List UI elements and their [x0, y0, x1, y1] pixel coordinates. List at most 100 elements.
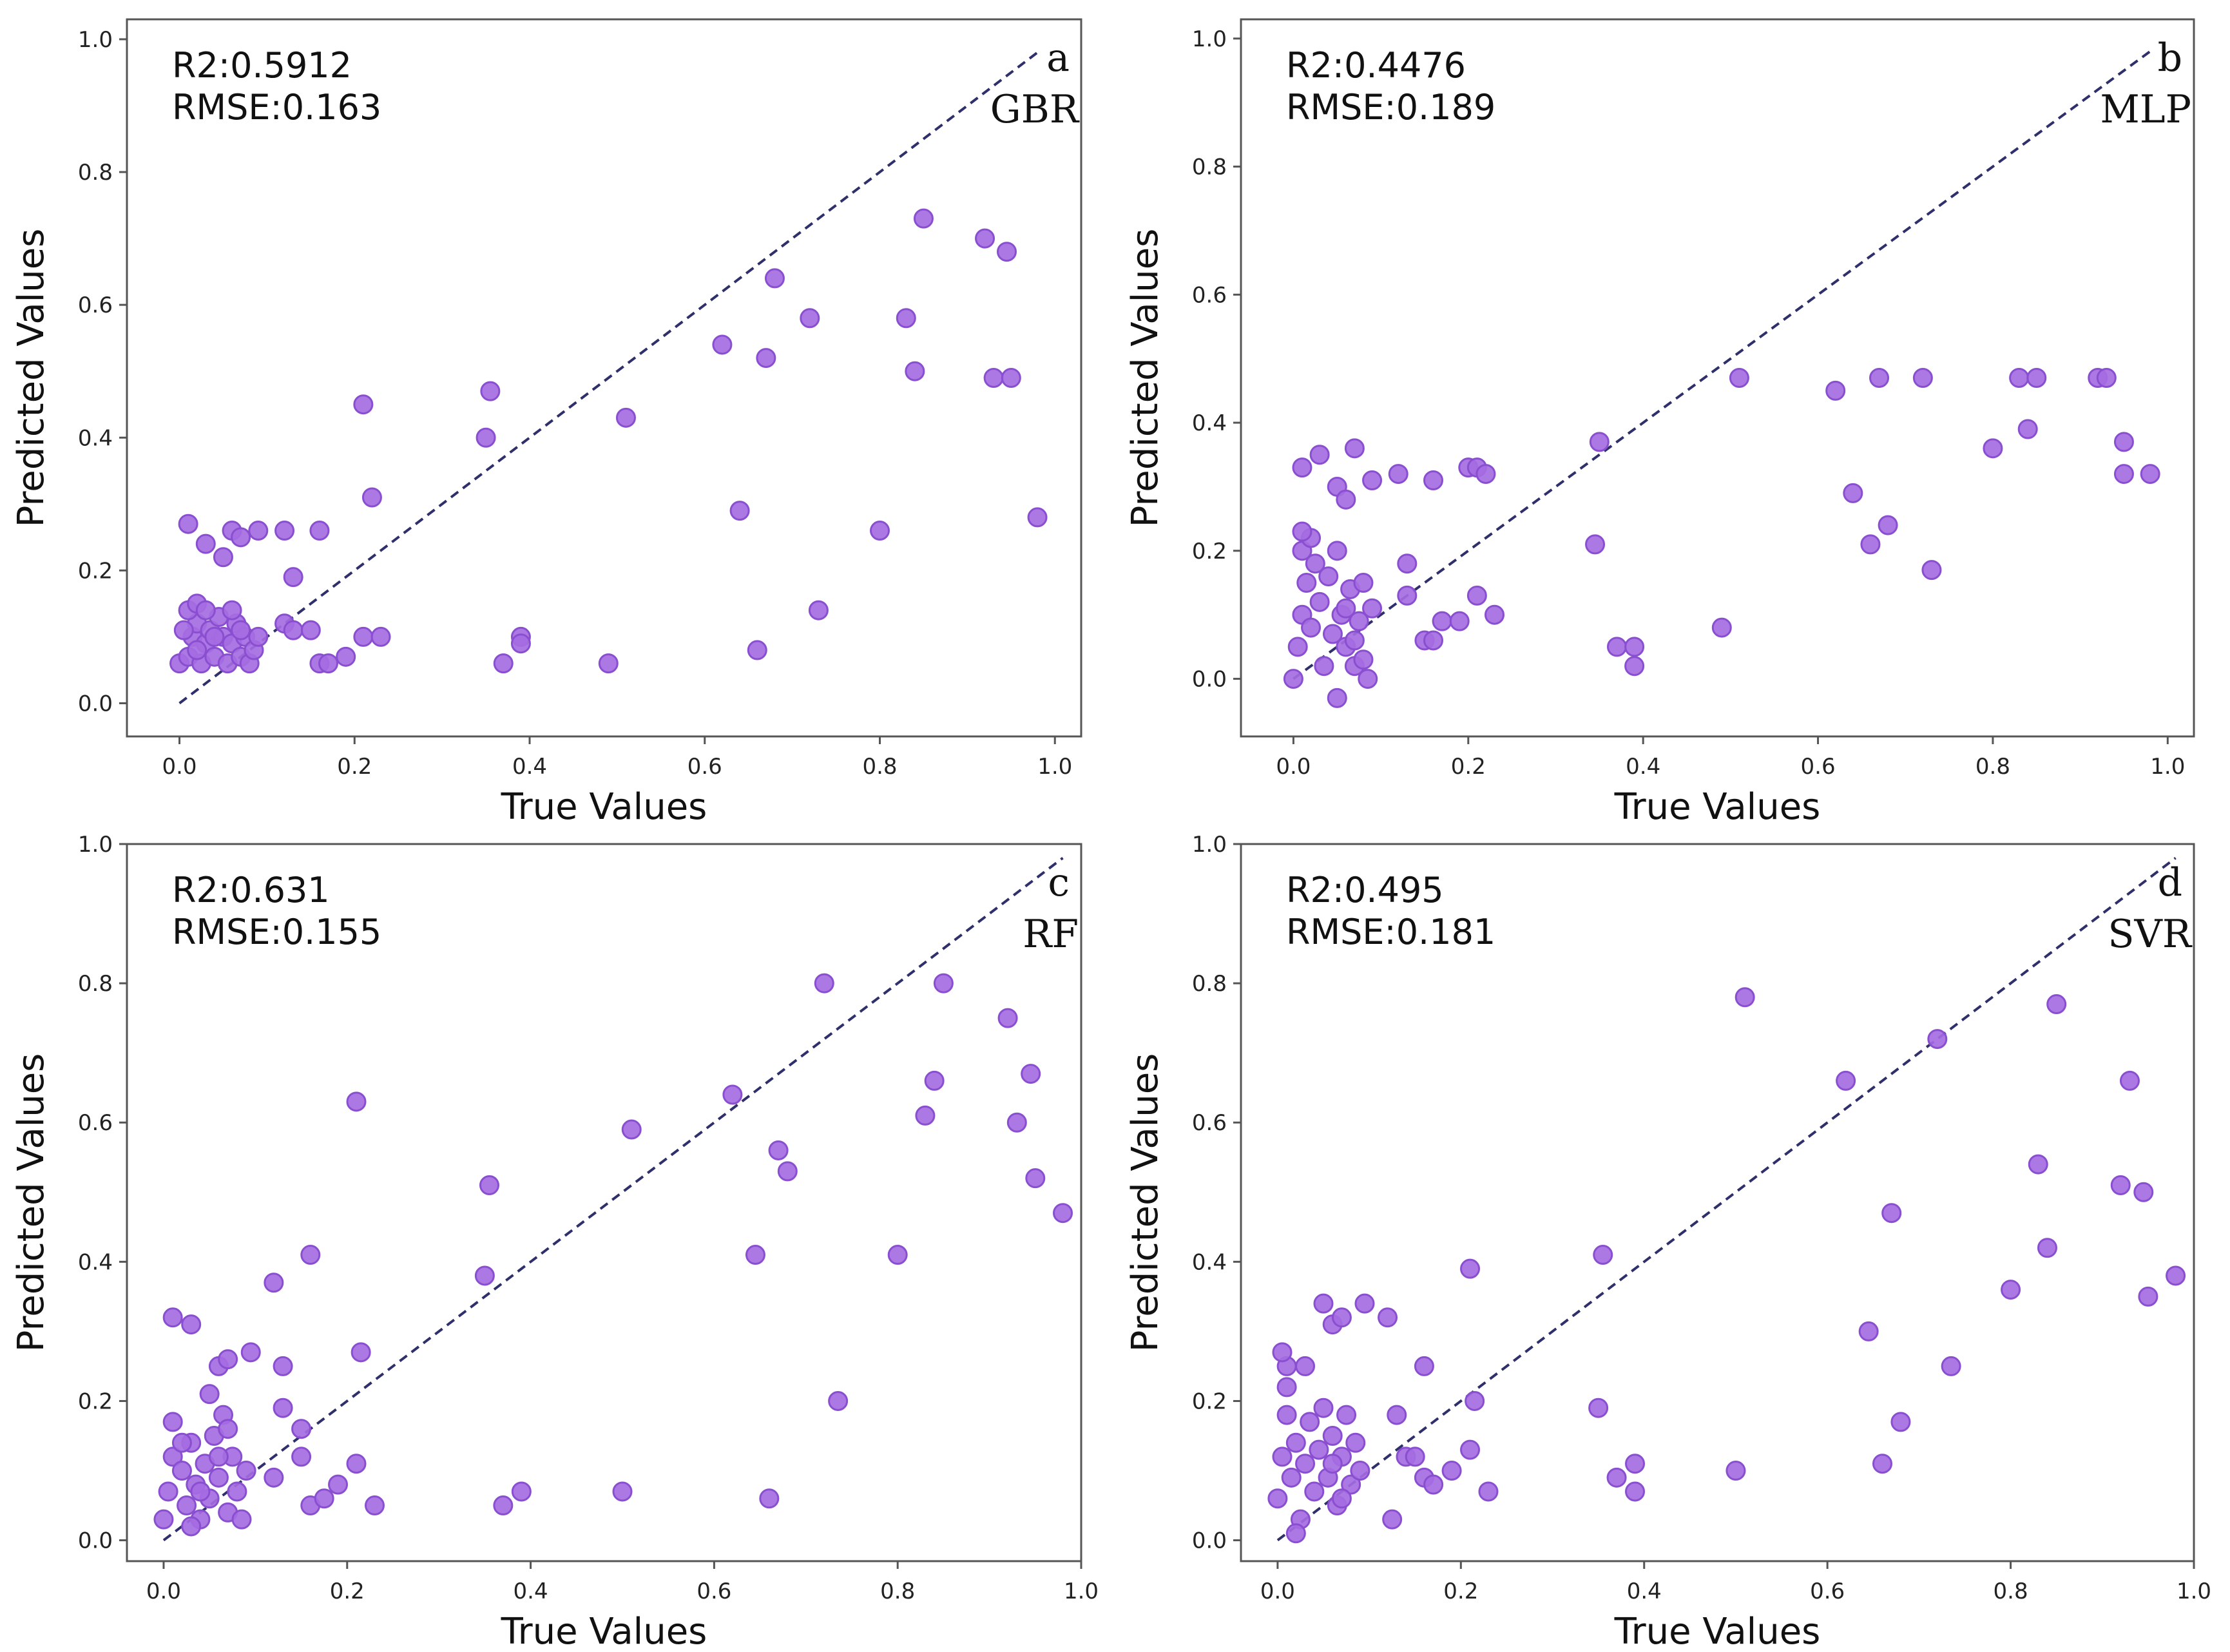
panel-letter: c: [1048, 860, 1070, 905]
y-tick-label: 0.4: [1192, 410, 1227, 436]
panel-c: 0.0 0.2 0.4 0.6 0.8 1.0 0.0 0.2 0.4 0.6 0.8 1.0 True…: [10, 832, 1099, 1652]
scatter-point: [621, 1119, 642, 1140]
x-tick-label: 0.2: [330, 1579, 365, 1604]
scatter-point: [218, 1419, 238, 1439]
x-tick-label: 0.2: [1443, 1579, 1478, 1604]
y-tick-label: 0.4: [78, 1249, 113, 1275]
scatter-point: [924, 1070, 945, 1091]
x-tick-label: 0.6: [1801, 754, 1836, 780]
scatter-point: [1327, 687, 1347, 708]
scatter-point: [712, 334, 733, 355]
scatter-point: [1313, 1397, 1334, 1418]
scatter-point: [1322, 1425, 1343, 1446]
scatter-point: [222, 600, 242, 620]
scatter-point: [759, 1488, 780, 1509]
scatter-point: [1478, 1481, 1499, 1502]
scatter-point: [896, 308, 916, 329]
scatter-point: [1336, 489, 1356, 510]
scatter-point: [1296, 573, 1317, 593]
scatter-point: [231, 527, 251, 548]
scatter-point: [2113, 432, 2134, 452]
y-tick-label: 0.2: [1192, 539, 1227, 564]
scatter-point: [745, 1245, 765, 1265]
scatter-point: [291, 1446, 312, 1467]
scatter-points: [1267, 987, 2186, 1544]
y-axis-label: Predicted Values: [1124, 229, 1166, 528]
x-tick-label: 0.0: [1260, 1579, 1295, 1604]
scatter-point: [1285, 1432, 1306, 1453]
scatter-point: [231, 620, 251, 640]
scatter-point: [479, 1175, 499, 1195]
scatter-point: [1836, 1070, 1856, 1091]
scatter-point: [612, 1481, 633, 1502]
scatter-point: [1344, 630, 1365, 651]
x-tick-label: 0.4: [512, 754, 547, 780]
scatter-point: [1349, 611, 1369, 631]
scatter-point: [1606, 1467, 1627, 1488]
x-tick-label: 0.6: [697, 1579, 731, 1604]
scatter-point: [181, 1516, 202, 1537]
scatter-point: [274, 521, 295, 541]
scatter-point: [1588, 1397, 1609, 1418]
x-tick-label: 1.0: [2177, 1579, 2211, 1604]
scatter-point: [1423, 1474, 1444, 1495]
y-tick-label: 1.0: [78, 27, 113, 53]
scatter-point: [1276, 1405, 1297, 1425]
scatter-point: [346, 1091, 367, 1112]
scatter-point: [1378, 1307, 1398, 1328]
scatter-point: [1432, 611, 1452, 631]
scatter-point: [476, 427, 496, 448]
scatter-point: [1878, 515, 1898, 535]
scatter-point: [1475, 464, 1496, 485]
scatter-points: [1283, 368, 2160, 708]
scatter-point: [1001, 368, 1021, 388]
identity-line: [178, 51, 1039, 705]
scatter-point: [756, 348, 776, 369]
scatter-point: [1331, 1488, 1352, 1509]
x-axis-label: True Values: [1614, 786, 1821, 828]
scatter-point: [171, 1432, 192, 1453]
scatter-points: [169, 208, 1048, 674]
scatter-point: [171, 1461, 192, 1481]
y-tick-label: 0.2: [78, 558, 113, 584]
axes-frame: [1240, 843, 2195, 1562]
scatter-point: [1387, 1405, 1407, 1425]
scatter-point: [1285, 1523, 1306, 1544]
scatter-point: [1283, 669, 1303, 689]
scatter-point: [309, 521, 330, 541]
scatter-point: [1267, 1488, 1288, 1509]
scatter-point: [1350, 1461, 1370, 1481]
scatter-point: [236, 1461, 256, 1481]
scatter-point: [493, 653, 514, 674]
scatter-point: [975, 228, 995, 249]
scatter-point: [1301, 617, 1322, 638]
scatter-point: [1382, 1509, 1403, 1530]
y-tick-label: 0.4: [1192, 1249, 1227, 1275]
scatter-point: [1053, 1203, 1073, 1224]
scatter-point: [1309, 1439, 1329, 1460]
rmse-metric: RMSE:0.163: [172, 87, 381, 128]
scatter-point: [493, 1495, 514, 1516]
scatter-point: [1397, 585, 1418, 606]
scatter-point: [2026, 368, 2047, 388]
scatter-point: [208, 1467, 229, 1488]
y-tick-label: 0.0: [1192, 667, 1227, 693]
model-label: GBR: [990, 87, 1080, 132]
scatter-point: [828, 1390, 849, 1411]
scatter-point: [361, 487, 382, 508]
scatter-point: [2028, 1154, 2048, 1175]
scatter-point: [1287, 637, 1308, 657]
y-axis-label: Predicted Values: [10, 1053, 52, 1352]
scatter-point: [1025, 1168, 1046, 1189]
scatter-point: [1331, 1307, 1352, 1328]
scatter-point: [2166, 1265, 2186, 1286]
y-tick-label: 1.0: [1192, 26, 1227, 52]
scatter-point: [1465, 1390, 1485, 1411]
scatter-point: [1711, 617, 1732, 638]
scatter-point: [190, 1481, 211, 1502]
scatter-point: [729, 501, 750, 521]
scatter-point: [153, 1509, 174, 1530]
scatter-point: [248, 521, 269, 541]
scatter-point: [1460, 1258, 1481, 1279]
scatter-point: [808, 600, 829, 620]
